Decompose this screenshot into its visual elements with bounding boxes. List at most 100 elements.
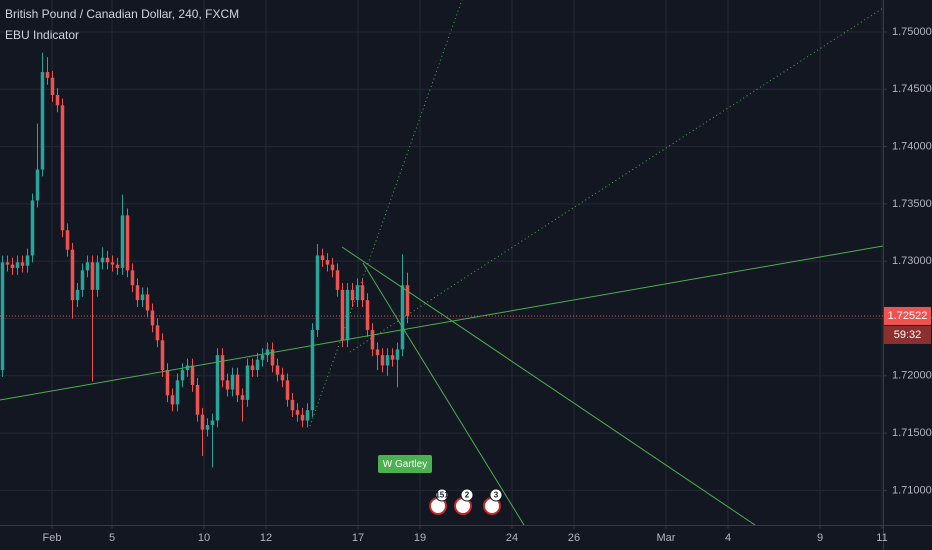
fib-line[interactable] xyxy=(349,7,884,353)
candle-body xyxy=(105,257,110,263)
pattern-label[interactable]: W Gartley xyxy=(383,459,427,470)
x-tick-label: 5 xyxy=(109,532,115,544)
candle-body xyxy=(200,414,205,430)
candle-body xyxy=(330,264,335,271)
candle-body xyxy=(110,262,115,265)
candle-body xyxy=(275,365,280,375)
candle-body xyxy=(115,264,120,269)
y-tick-label: 1.72000 xyxy=(892,370,932,382)
candle-body xyxy=(130,270,135,286)
event-badge[interactable] xyxy=(489,488,503,502)
candle-body xyxy=(250,365,255,371)
candle-body xyxy=(355,285,360,301)
candle-body xyxy=(50,77,55,96)
y-tick-label: 1.71500 xyxy=(892,427,932,439)
x-tick-label: Mar xyxy=(657,532,676,544)
candle-body xyxy=(350,289,355,301)
drawings xyxy=(0,0,884,526)
candle-body xyxy=(100,257,105,263)
candle-body xyxy=(35,169,40,201)
candle-body xyxy=(395,349,400,360)
last-price-box xyxy=(884,306,931,325)
candle-body xyxy=(140,294,145,301)
candle-body xyxy=(380,355,385,366)
candle-body xyxy=(20,262,25,266)
candle-body xyxy=(170,395,175,405)
candle-body xyxy=(235,374,240,396)
candle-body xyxy=(145,294,150,311)
candle-body xyxy=(80,270,85,290)
candle-body xyxy=(305,410,310,421)
candle-body xyxy=(85,262,90,271)
y-tick-label: 1.71000 xyxy=(892,484,932,496)
candle-body xyxy=(45,72,50,78)
candle-body xyxy=(165,370,170,396)
x-tick-label: 9 xyxy=(817,532,823,544)
candle-body xyxy=(295,410,300,415)
candle-body xyxy=(325,260,330,265)
candle-body xyxy=(40,72,45,170)
candle-body xyxy=(260,355,265,360)
candle-body xyxy=(160,340,165,371)
indicator-name[interactable]: EBU Indicator xyxy=(5,28,79,42)
candle-body xyxy=(230,374,235,390)
candle-body xyxy=(70,249,75,301)
y-tick-label: 1.75000 xyxy=(892,26,932,38)
candle-body xyxy=(0,262,5,371)
candle-body xyxy=(370,329,375,350)
candle-body xyxy=(220,355,225,381)
candle-body xyxy=(240,395,245,400)
event-badge[interactable] xyxy=(435,488,449,502)
pattern-label-box[interactable] xyxy=(378,455,432,473)
x-tick-label: Feb xyxy=(43,532,62,544)
countdown: 59:32 xyxy=(894,329,922,341)
candle-body xyxy=(400,285,405,350)
event-badge[interactable] xyxy=(460,488,474,502)
candle-body xyxy=(5,262,10,265)
candle-body xyxy=(90,262,95,290)
trend-line[interactable] xyxy=(0,245,884,401)
candle-body xyxy=(300,414,305,421)
fib-line[interactable] xyxy=(309,0,463,427)
candle-body xyxy=(280,374,285,381)
event-count[interactable]: 151 xyxy=(435,491,449,500)
x-tick-label: 17 xyxy=(352,532,364,544)
candle-body xyxy=(285,380,290,400)
candles xyxy=(0,52,410,468)
candle-body xyxy=(225,380,230,390)
candle-body xyxy=(255,359,260,371)
grid xyxy=(0,0,883,525)
candle-body xyxy=(75,289,80,301)
candle-body xyxy=(290,399,295,411)
candle-body xyxy=(155,325,160,341)
last-price-label: 1.72522 xyxy=(888,310,928,322)
chart-title: British Pound / Canadian Dollar, 240, FX… xyxy=(5,7,239,21)
x-tick-label: 19 xyxy=(414,532,426,544)
x-tick-label: 4 xyxy=(725,532,731,544)
candle-body xyxy=(375,349,380,356)
y-tick-label: 1.73500 xyxy=(892,198,932,210)
candle-body xyxy=(175,380,180,405)
trend-line[interactable] xyxy=(362,262,525,526)
x-tick-label: 11 xyxy=(876,532,887,544)
candle-body xyxy=(210,420,215,426)
candle-body xyxy=(55,95,60,106)
x-tick-label: 26 xyxy=(568,532,580,544)
trend-line[interactable] xyxy=(341,246,756,526)
candle-body xyxy=(365,300,370,330)
candle-body xyxy=(135,285,140,301)
candle-body xyxy=(195,384,200,415)
candle-body xyxy=(320,255,325,261)
candle-body xyxy=(405,285,410,316)
candle-body xyxy=(245,365,250,400)
candle-body xyxy=(10,264,15,269)
candle-body xyxy=(25,255,30,266)
candle-body xyxy=(190,365,195,385)
candle-body xyxy=(30,200,35,256)
candle-body xyxy=(345,289,350,341)
event-count[interactable]: 3 xyxy=(494,491,499,500)
event-count[interactable]: 2 xyxy=(465,491,470,500)
